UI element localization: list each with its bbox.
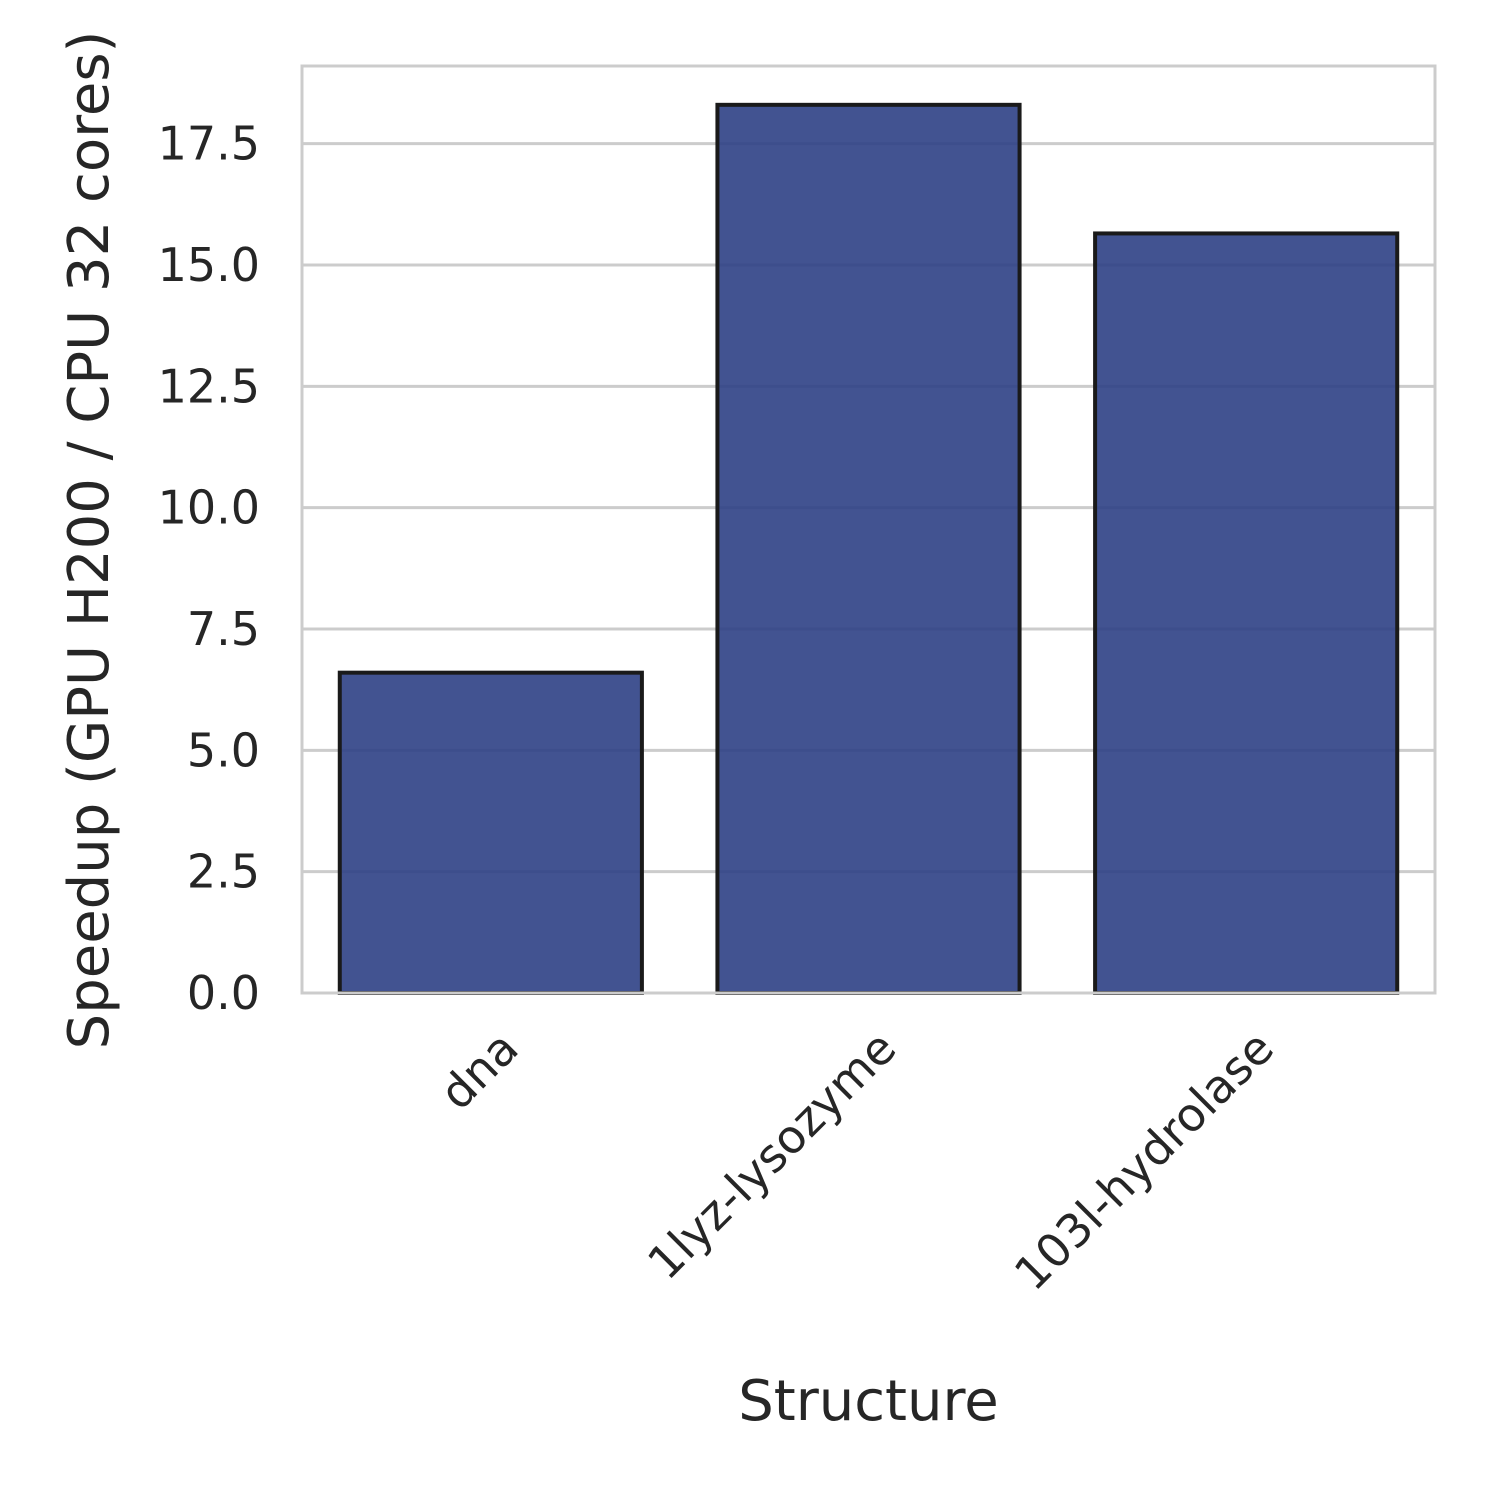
y-tick-label: 12.5 xyxy=(158,359,260,413)
y-tick-label: 17.5 xyxy=(158,117,260,171)
bar-dna xyxy=(337,670,644,996)
y-tick-label: 7.5 xyxy=(187,602,260,656)
bars xyxy=(337,102,1400,996)
y-axis-title: Speedup (GPU H200 / CPU 32 cores) xyxy=(57,31,122,1050)
y-tick-label: 2.5 xyxy=(187,845,260,899)
y-tick-label: 10.0 xyxy=(158,481,260,535)
bar-1lyz-lysozyme xyxy=(715,102,1022,996)
y-tick-labels: 0.0 2.5 5.0 7.5 10.0 12.5 15.0 17.5 xyxy=(158,117,260,1020)
y-tick-label: 5.0 xyxy=(187,723,260,777)
x-axis-title: Structure xyxy=(738,1369,999,1434)
plot-frame xyxy=(300,64,1437,995)
bar-103l-hydrolase xyxy=(1093,231,1400,996)
y-tick-label: 0.0 xyxy=(187,966,260,1020)
y-tick-label: 15.0 xyxy=(158,238,260,292)
